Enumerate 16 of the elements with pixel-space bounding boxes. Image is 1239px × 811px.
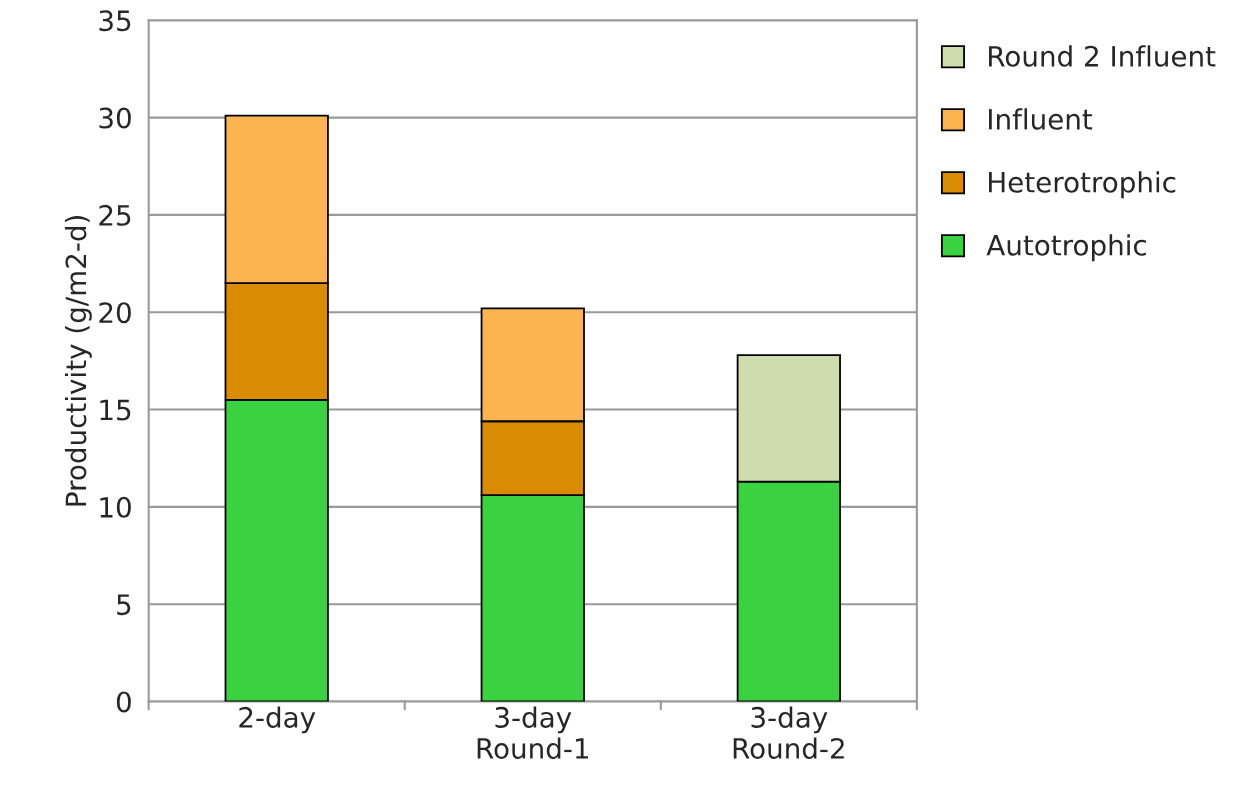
y-tick-label: 10 [100, 496, 131, 518]
legend-label: Influent [989, 108, 1093, 130]
legend-label: Round 2 Influent [989, 45, 1216, 67]
legend-label: Autotrophic [986, 234, 1146, 262]
y-tick-label: 5 [117, 594, 131, 616]
y-axis-title: Productivity (g/m2-d) [64, 216, 92, 506]
x-tick-label: 3-day Round-2 [733, 706, 844, 759]
x-tick-label: 3-day Round-1 [477, 706, 588, 759]
y-tick-label: 20 [99, 302, 131, 324]
y-tick-label: 30 [99, 107, 131, 129]
y-tick-label: 15 [100, 399, 131, 421]
y-tick-label: 35 [99, 10, 131, 32]
x-tick-label: 2-day [239, 706, 316, 734]
y-tick-label: 25 [99, 204, 131, 226]
legend-label: Heterotrophic [989, 171, 1176, 199]
y-tick-label: 0 [116, 691, 131, 713]
